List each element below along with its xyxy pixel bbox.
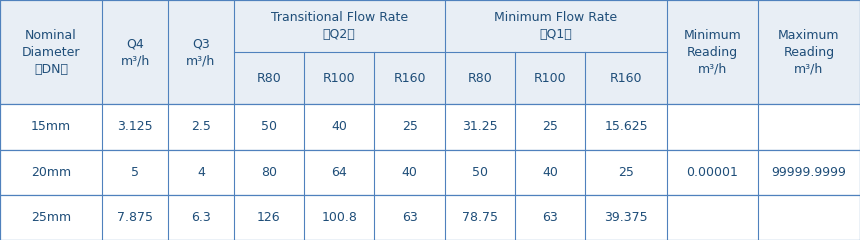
Text: 40: 40 <box>543 166 558 179</box>
Text: 63: 63 <box>402 211 417 224</box>
Text: R160: R160 <box>610 72 642 85</box>
Bar <box>0 104 860 150</box>
Text: R100: R100 <box>534 72 567 85</box>
Text: 2.5: 2.5 <box>191 120 211 133</box>
Text: 5: 5 <box>131 166 139 179</box>
Text: 63: 63 <box>543 211 558 224</box>
Text: 3.125: 3.125 <box>117 120 153 133</box>
Text: 20mm: 20mm <box>31 166 71 179</box>
Bar <box>0 150 860 195</box>
Text: 15.625: 15.625 <box>605 120 648 133</box>
Text: Minimum Flow Rate
（Q1）: Minimum Flow Rate （Q1） <box>494 11 617 41</box>
Bar <box>0 195 860 240</box>
Text: 50: 50 <box>472 166 488 179</box>
Text: 4: 4 <box>197 166 205 179</box>
Text: 126: 126 <box>257 211 280 224</box>
Text: 78.75: 78.75 <box>462 211 498 224</box>
Text: Q4
m³/h: Q4 m³/h <box>120 37 150 67</box>
Text: 15mm: 15mm <box>31 120 71 133</box>
Text: R80: R80 <box>256 72 281 85</box>
Text: 25mm: 25mm <box>31 211 71 224</box>
Text: 7.875: 7.875 <box>117 211 153 224</box>
Text: 25: 25 <box>618 166 634 179</box>
Text: 39.375: 39.375 <box>605 211 648 224</box>
Text: 6.3: 6.3 <box>191 211 211 224</box>
Text: R80: R80 <box>468 72 492 85</box>
Text: 99999.9999: 99999.9999 <box>771 166 846 179</box>
Text: R160: R160 <box>393 72 426 85</box>
Text: Maximum
Reading
m³/h: Maximum Reading m³/h <box>778 29 839 76</box>
Text: 25: 25 <box>543 120 558 133</box>
Text: 50: 50 <box>261 120 277 133</box>
Text: Minimum
Reading
m³/h: Minimum Reading m³/h <box>684 29 741 76</box>
Text: 25: 25 <box>402 120 417 133</box>
Text: Q3
m³/h: Q3 m³/h <box>187 37 216 67</box>
Text: Transitional Flow Rate
（Q2）: Transitional Flow Rate （Q2） <box>271 11 408 41</box>
Text: 100.8: 100.8 <box>322 211 357 224</box>
Text: 40: 40 <box>331 120 347 133</box>
Text: 31.25: 31.25 <box>462 120 498 133</box>
Text: 0.00001: 0.00001 <box>686 166 739 179</box>
Text: 64: 64 <box>331 166 347 179</box>
Text: 40: 40 <box>402 166 417 179</box>
Text: R100: R100 <box>322 72 355 85</box>
Bar <box>0 0 860 104</box>
Text: 80: 80 <box>261 166 277 179</box>
Text: Nominal
Diameter
（DN）: Nominal Diameter （DN） <box>22 29 80 76</box>
